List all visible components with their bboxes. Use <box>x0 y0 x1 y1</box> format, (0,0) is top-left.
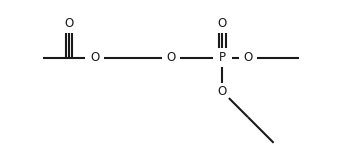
Text: O: O <box>64 17 74 30</box>
Text: O: O <box>218 17 227 30</box>
Text: P: P <box>219 51 226 64</box>
Text: O: O <box>90 51 99 64</box>
Text: O: O <box>167 51 176 64</box>
Text: O: O <box>218 85 227 98</box>
Text: O: O <box>244 51 253 64</box>
